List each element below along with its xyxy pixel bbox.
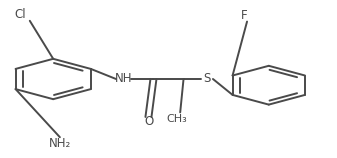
Text: S: S: [203, 73, 211, 85]
Text: NH₂: NH₂: [49, 137, 71, 150]
Text: F: F: [240, 9, 247, 22]
Text: NH: NH: [115, 73, 132, 85]
Text: CH₃: CH₃: [166, 114, 187, 124]
Text: Cl: Cl: [14, 8, 26, 21]
Text: O: O: [145, 115, 154, 128]
